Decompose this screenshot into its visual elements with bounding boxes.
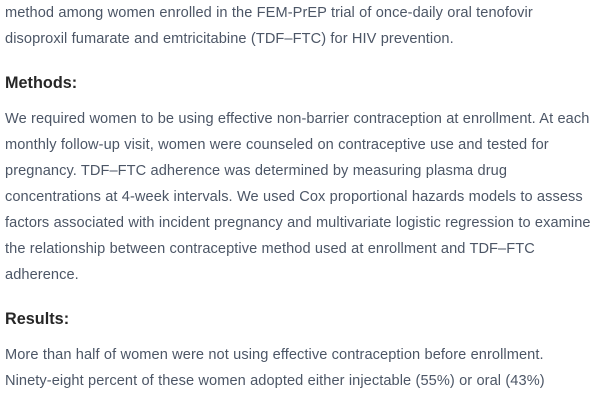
results-section-heading: Results: [5, 310, 70, 328]
spacer-after-results-heading [5, 332, 594, 342]
methods-section-body: We required women to be using effective … [5, 111, 591, 283]
spacer-before-methods-heading [5, 52, 594, 70]
spacer-after-methods-heading [5, 96, 594, 106]
intro-paragraph-tail: method among women enrolled in the FEM-P… [5, 5, 533, 47]
methods-section-heading: Methods: [5, 74, 78, 92]
results-section-body: More than half of women were not using e… [5, 347, 545, 400]
spacer-before-results-heading [5, 288, 594, 306]
